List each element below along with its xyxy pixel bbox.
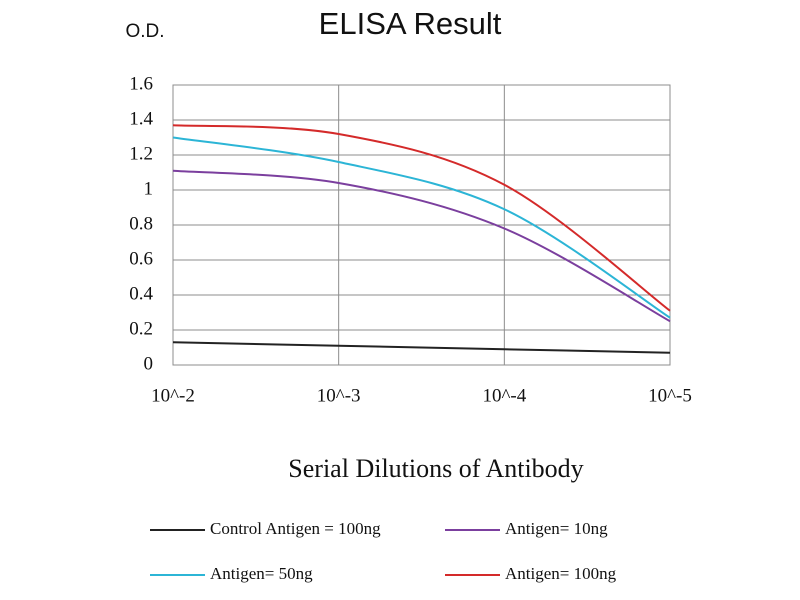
series-line (172, 169, 671, 323)
legend-label: Antigen= 100ng (505, 564, 617, 583)
x-axis-title: Serial Dilutions of Antibody (288, 454, 583, 483)
y-tick-label: 1.4 (129, 108, 153, 129)
y-tick-label: 1 (144, 178, 154, 199)
series-line (172, 136, 671, 319)
x-tick-label: 10^-3 (317, 385, 361, 406)
series-line (172, 341, 671, 354)
y-tick-label: 0.8 (129, 213, 153, 234)
y-tick-label: 0.4 (129, 283, 153, 304)
y-axis-title: O.D. (125, 21, 164, 42)
legend-label: Antigen= 50ng (210, 564, 313, 583)
y-tick-label: 1.6 (129, 73, 153, 94)
y-tick-label: 1.2 (129, 143, 153, 164)
y-tick-label: 0 (144, 353, 154, 374)
chart-title: ELISA Result (319, 6, 502, 41)
legend-label: Control Antigen = 100ng (210, 519, 381, 538)
legend-label: Antigen= 10ng (505, 519, 608, 538)
y-tick-label: 0.6 (129, 248, 153, 269)
x-tick-label: 10^-4 (482, 385, 526, 406)
y-tick-label: 0.2 (129, 318, 153, 339)
x-tick-label: 10^-5 (648, 385, 692, 406)
plot-border (172, 84, 671, 366)
x-tick-label: 10^-2 (151, 385, 195, 406)
series-line (172, 124, 671, 312)
